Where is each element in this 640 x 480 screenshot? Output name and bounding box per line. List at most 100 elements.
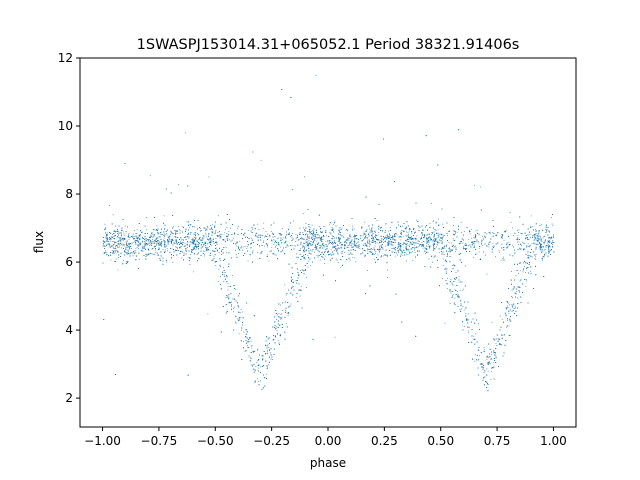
data-point xyxy=(142,241,144,243)
data-point xyxy=(416,242,417,244)
data-point xyxy=(114,248,115,249)
data-point xyxy=(332,235,334,237)
data-point xyxy=(540,238,542,240)
data-point xyxy=(470,229,472,230)
data-point xyxy=(156,225,158,227)
data-point xyxy=(431,234,433,236)
data-point xyxy=(203,237,205,239)
data-point xyxy=(360,238,361,239)
data-point xyxy=(295,238,297,240)
data-point xyxy=(169,239,171,241)
data-point xyxy=(406,243,408,244)
data-point xyxy=(506,244,508,246)
data-point xyxy=(269,251,271,252)
data-point xyxy=(384,241,386,242)
data-point xyxy=(515,239,517,240)
data-point xyxy=(418,245,420,247)
data-point xyxy=(179,229,180,231)
data-point xyxy=(232,239,233,241)
data-point xyxy=(233,308,234,310)
data-point xyxy=(260,159,262,161)
data-point xyxy=(484,236,486,238)
data-point xyxy=(238,253,239,255)
data-point xyxy=(151,253,153,255)
data-point xyxy=(407,249,409,251)
data-point xyxy=(157,231,158,233)
data-point xyxy=(328,243,329,245)
data-point xyxy=(148,252,150,254)
data-point xyxy=(248,346,250,348)
data-point xyxy=(283,237,285,239)
data-point xyxy=(486,374,488,376)
data-point xyxy=(356,246,358,248)
data-point xyxy=(203,242,205,244)
data-point xyxy=(391,251,393,253)
data-point xyxy=(432,241,434,243)
data-point xyxy=(485,254,486,256)
data-point xyxy=(454,289,456,291)
data-point xyxy=(110,246,112,248)
data-point xyxy=(270,231,272,232)
data-point xyxy=(253,224,255,226)
data-point xyxy=(205,245,207,247)
data-point xyxy=(295,280,297,281)
data-point xyxy=(448,230,449,232)
data-point xyxy=(144,247,145,249)
data-point xyxy=(436,244,438,245)
data-point xyxy=(207,243,208,245)
data-point xyxy=(468,313,469,315)
data-point xyxy=(158,236,160,238)
data-point xyxy=(166,261,168,263)
data-point xyxy=(408,238,410,240)
data-point xyxy=(337,262,339,263)
data-point xyxy=(543,250,545,252)
data-point xyxy=(296,253,297,255)
data-point xyxy=(461,232,463,233)
data-point xyxy=(449,303,451,304)
data-point xyxy=(239,249,241,251)
data-point xyxy=(291,245,293,247)
data-point xyxy=(271,247,273,248)
data-point xyxy=(513,235,514,237)
data-point xyxy=(400,236,401,238)
data-point xyxy=(525,238,527,240)
data-point xyxy=(372,233,373,235)
data-point xyxy=(274,321,275,323)
data-point xyxy=(464,309,466,311)
data-point xyxy=(330,254,332,256)
data-point xyxy=(491,354,493,355)
data-point xyxy=(529,246,530,248)
data-point xyxy=(445,270,447,272)
data-point xyxy=(509,334,511,336)
data-point xyxy=(478,251,480,253)
data-point xyxy=(263,245,265,247)
data-point xyxy=(208,246,210,247)
data-point xyxy=(205,248,207,249)
data-point xyxy=(432,233,433,234)
data-point xyxy=(339,243,341,244)
data-point xyxy=(549,240,550,241)
data-point xyxy=(499,315,501,317)
data-point xyxy=(133,242,135,243)
data-point xyxy=(385,230,386,231)
data-point xyxy=(481,240,483,242)
data-point xyxy=(190,254,191,255)
data-point xyxy=(305,223,307,224)
data-point xyxy=(149,239,150,240)
data-point xyxy=(370,230,372,231)
data-point xyxy=(530,237,531,238)
data-point xyxy=(482,235,483,237)
data-point xyxy=(436,244,438,246)
data-point xyxy=(375,251,377,253)
data-point xyxy=(136,256,138,257)
data-point xyxy=(265,231,267,232)
data-point xyxy=(352,225,354,227)
data-point xyxy=(332,243,333,245)
data-point xyxy=(518,229,520,231)
data-point xyxy=(257,223,259,225)
data-point xyxy=(460,221,462,223)
data-point xyxy=(455,279,456,280)
data-point xyxy=(104,223,106,225)
data-point xyxy=(232,237,234,239)
data-point xyxy=(143,241,145,242)
